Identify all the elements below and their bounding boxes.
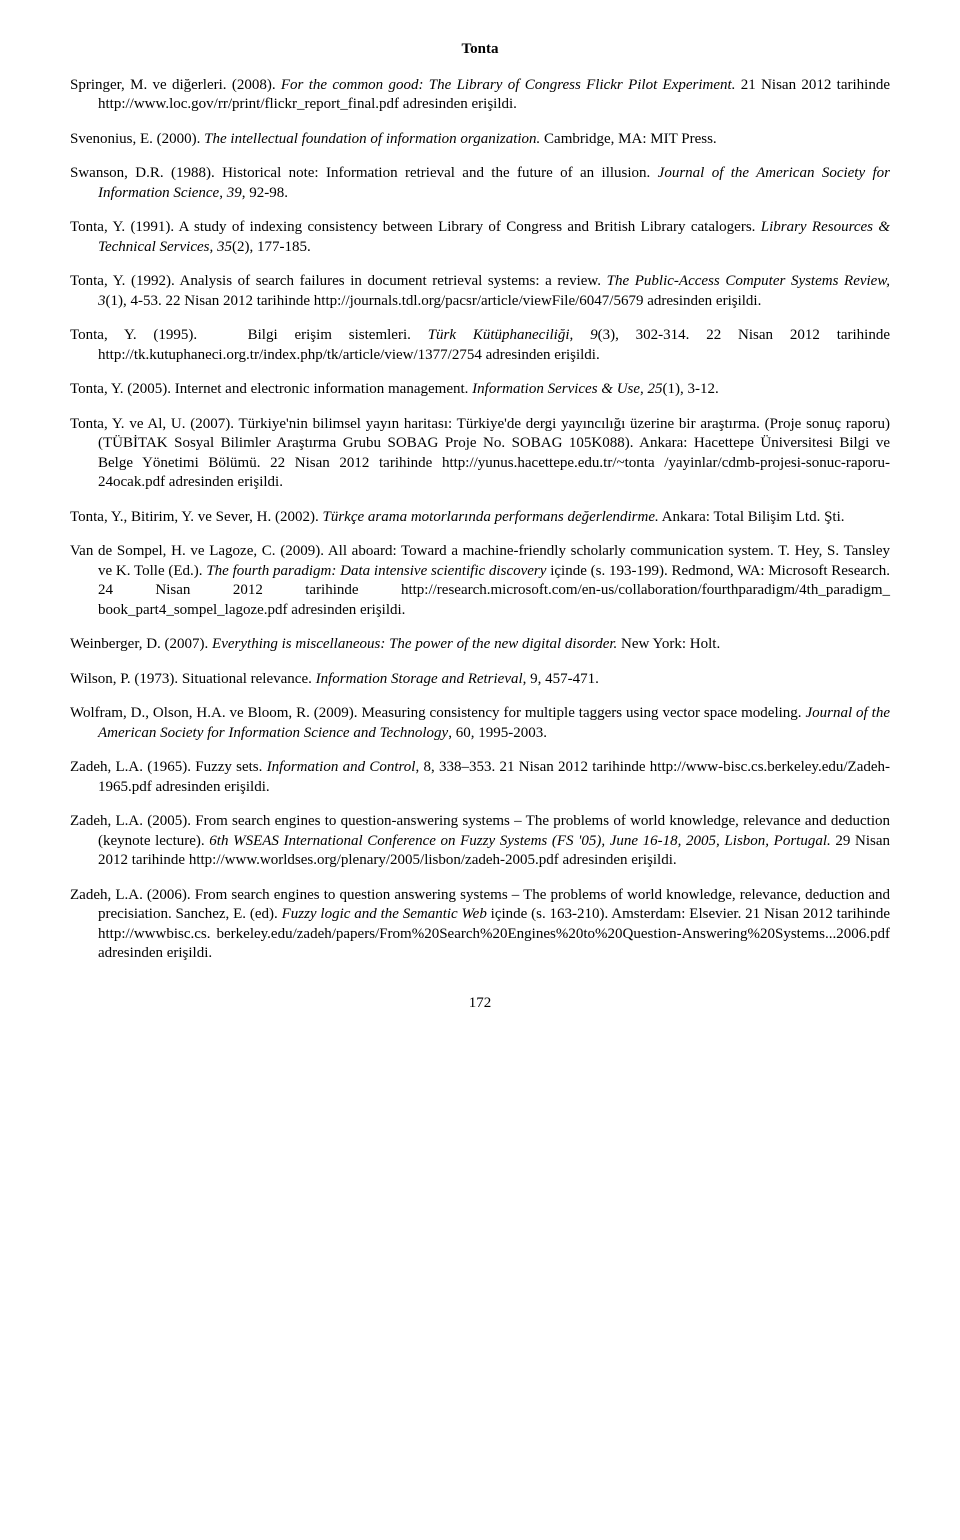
reference-entry: Tonta, Y. (1992). Analysis of search fai…	[70, 272, 890, 311]
reference-entry: Swanson, D.R. (1988). Historical note: I…	[70, 164, 890, 203]
reference-entry: Springer, M. ve diğerleri. (2008). For t…	[70, 76, 890, 115]
reference-entry: Tonta, Y. (2005). Internet and electroni…	[70, 380, 890, 400]
reference-entry: Tonta, Y. (1995). Bilgi erişim sistemler…	[70, 326, 890, 365]
reference-entry: Zadeh, L.A. (2005). From search engines …	[70, 812, 890, 871]
reference-entry: Wilson, P. (1973). Situational relevance…	[70, 670, 890, 690]
page-number: 172	[70, 994, 890, 1014]
reference-entry: Zadeh, L.A. (2006). From search engines …	[70, 886, 890, 964]
reference-entry: Van de Sompel, H. ve Lagoze, C. (2009). …	[70, 542, 890, 620]
reference-entry: Tonta, Y., Bitirim, Y. ve Sever, H. (200…	[70, 508, 890, 528]
page-header-author: Tonta	[70, 40, 890, 60]
reference-entry: Wolfram, D., Olson, H.A. ve Bloom, R. (2…	[70, 704, 890, 743]
reference-entry: Weinberger, D. (2007). Everything is mis…	[70, 635, 890, 655]
references-list: Springer, M. ve diğerleri. (2008). For t…	[70, 76, 890, 964]
reference-entry: Tonta, Y. ve Al, U. (2007). Türkiye'nin …	[70, 415, 890, 493]
reference-entry: Zadeh, L.A. (1965). Fuzzy sets. Informat…	[70, 758, 890, 797]
reference-entry: Tonta, Y. (1991). A study of indexing co…	[70, 218, 890, 257]
reference-entry: Svenonius, E. (2000). The intellectual f…	[70, 130, 890, 150]
